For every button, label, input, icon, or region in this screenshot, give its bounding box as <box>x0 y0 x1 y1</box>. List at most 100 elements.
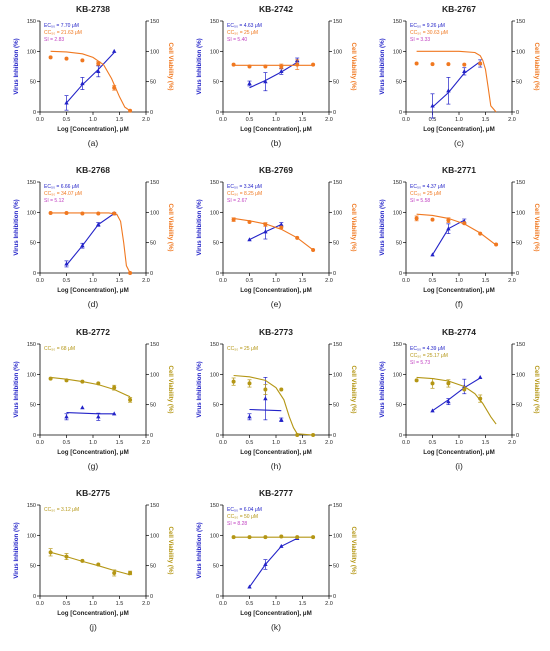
virus-data-point <box>279 68 284 73</box>
y-right-tick-label: 150 <box>150 342 159 348</box>
viability-data-point <box>112 385 117 390</box>
viability-data-point <box>311 62 316 67</box>
viability-data-point <box>446 381 451 386</box>
annotation-text: CC₅₀ = 68 μM <box>44 346 75 352</box>
y-left-tick-label: 100 <box>27 533 36 539</box>
viability-fit-curve <box>233 374 314 436</box>
annotation-text: SI = 5.12 <box>44 198 64 204</box>
chart-panel: KB-2767 0 0 50 50 100 100 150 150 0.0 0.5 1.0 1.5 2.0… <box>379 4 540 148</box>
viability-data-point <box>430 217 435 222</box>
y-left-tick-label: 100 <box>210 49 219 55</box>
annotation-text: SI = 5.73 <box>410 360 430 366</box>
y-left-axis-label: Virus Inhibition (%) <box>196 199 203 255</box>
viability-data-point <box>295 235 300 240</box>
x-tick-label: 2.0 <box>325 601 333 607</box>
y-right-tick-label: 0 <box>333 271 336 277</box>
chart-panel: KB-2742 0 0 50 50 100 100 150 150 0.0 0.5 1.0 1.5 2.0… <box>196 4 357 148</box>
y-left-tick-label: 100 <box>393 210 402 216</box>
y-right-tick-label: 100 <box>150 533 159 539</box>
viability-data-point <box>478 231 483 236</box>
y-left-axis-label: Virus Inhibition (%) <box>13 38 20 94</box>
virus-fit-curve <box>432 61 481 108</box>
viability-data-point <box>263 64 268 69</box>
x-tick-label: 1.0 <box>89 440 97 446</box>
x-tick-label: 0.5 <box>246 278 254 284</box>
x-tick-label: 1.5 <box>299 117 307 123</box>
virus-data-point <box>80 81 85 86</box>
y-left-tick-label: 50 <box>396 241 402 247</box>
x-tick-label: 1.5 <box>116 117 124 123</box>
x-tick-label: 0.5 <box>246 117 254 123</box>
virus-data-point <box>96 222 101 227</box>
y-left-axis-label: Virus Inhibition (%) <box>379 199 386 255</box>
y-left-tick-label: 50 <box>30 80 36 86</box>
y-right-tick-label: 150 <box>150 180 159 186</box>
viability-data-point <box>247 381 252 386</box>
viability-data-point <box>311 433 316 437</box>
y-left-tick-label: 100 <box>210 372 219 378</box>
cell-viability-series <box>414 376 497 425</box>
y-right-tick-label: 150 <box>150 503 159 509</box>
cell-viability-series <box>414 50 497 113</box>
virus-inhibition-series <box>430 59 483 119</box>
viability-data-point <box>295 433 300 437</box>
y-left-axis-label: Virus Inhibition (%) <box>13 199 20 255</box>
panel-label: (f) <box>455 299 463 309</box>
virus-data-point <box>279 222 284 227</box>
x-tick-label: 1.0 <box>89 601 97 607</box>
virus-data-point <box>279 417 284 422</box>
y-right-tick-label: 100 <box>150 372 159 378</box>
annotation-text: EC₅₀ = 6.66 μM <box>44 184 79 190</box>
y-right-tick-label: 150 <box>333 503 342 509</box>
y-left-tick-label: 100 <box>210 210 219 216</box>
x-tick-label: 1.5 <box>299 601 307 607</box>
annotation-text: CC₅₀ = 25.17 μM <box>410 353 448 359</box>
x-tick-label: 0.5 <box>63 440 71 446</box>
virus-data-point <box>263 396 268 401</box>
viability-data-point <box>112 570 117 575</box>
annotation-text: CC₅₀ = 34.07 μM <box>44 191 82 197</box>
y-left-tick-label: 100 <box>210 533 219 539</box>
virus-inhibition-series <box>247 535 300 589</box>
virus-data-point <box>96 414 101 419</box>
y-right-axis-label: Cell Viability (%) <box>167 42 174 90</box>
chart-title: KB-2769 <box>259 165 293 175</box>
y-left-tick-label: 0 <box>216 433 219 439</box>
x-axis-label: Log [Concentration], μM <box>423 287 495 294</box>
virus-data-point <box>430 252 435 257</box>
y-right-tick-label: 0 <box>333 594 336 600</box>
viability-data-point <box>64 210 69 215</box>
y-left-tick-label: 0 <box>399 271 402 277</box>
y-right-tick-label: 100 <box>150 49 159 55</box>
y-right-tick-label: 100 <box>333 533 342 539</box>
y-right-tick-label: 100 <box>333 49 342 55</box>
virus-inhibition-series <box>64 211 117 268</box>
viability-data-point <box>48 55 53 60</box>
viability-data-point <box>263 387 268 392</box>
y-right-tick-label: 0 <box>516 433 519 439</box>
virus-inhibition-series <box>247 57 300 92</box>
panel-label: (b) <box>271 138 282 148</box>
panel-label: (e) <box>271 299 282 309</box>
virus-data-point <box>96 68 101 73</box>
chart-title: KB-2773 <box>259 327 293 337</box>
x-tick-label: 2.0 <box>508 117 516 123</box>
virus-fit-curve <box>249 61 298 89</box>
virus-data-point <box>112 411 117 416</box>
panel-label: (j) <box>89 622 97 632</box>
y-left-tick-label: 0 <box>33 433 36 439</box>
x-tick-label: 1.5 <box>299 440 307 446</box>
viability-fit-curve <box>416 213 497 246</box>
chart-panel: KB-2774 0 0 50 50 100 100 150 150 0.0 0.5 1.0 1.5 2.0… <box>379 327 540 471</box>
virus-data-point <box>446 226 451 231</box>
viability-data-point <box>80 211 85 216</box>
y-left-axis-label: Virus Inhibition (%) <box>13 522 20 578</box>
virus-data-point <box>478 374 483 379</box>
y-left-tick-label: 0 <box>216 594 219 600</box>
y-left-tick-label: 50 <box>30 241 36 247</box>
virus-data-point <box>80 405 85 410</box>
virus-data-point <box>247 81 252 86</box>
virus-data-point <box>247 584 252 589</box>
virus-data-point <box>64 414 69 419</box>
